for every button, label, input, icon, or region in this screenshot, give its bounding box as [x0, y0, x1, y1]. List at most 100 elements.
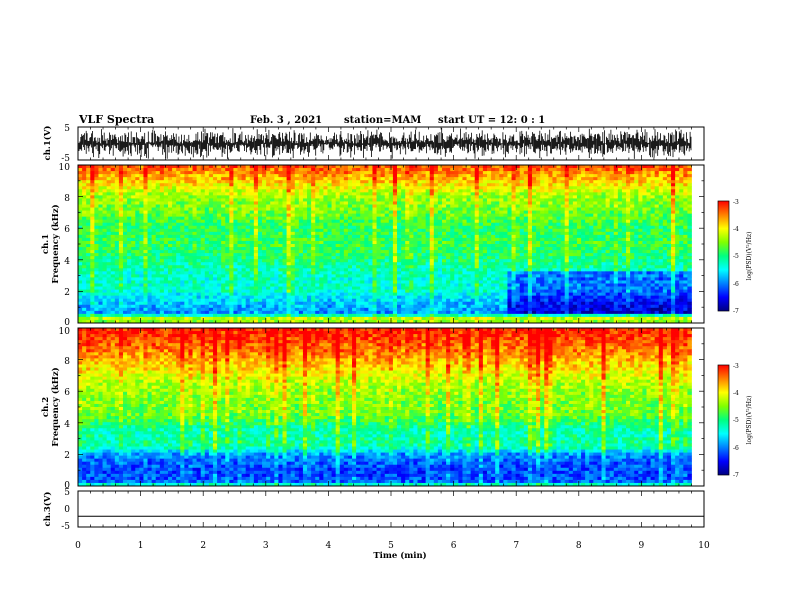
spectrogram-cell: [257, 171, 263, 175]
spectrogram-cell: [347, 189, 353, 193]
spectrogram-cell: [589, 225, 594, 230]
spectrogram-cell: [568, 222, 574, 227]
spectrogram-cell: [446, 247, 451, 251]
spectrogram-cell: [192, 250, 198, 254]
spectrogram-cell: [217, 244, 222, 248]
spectrogram-cell: [347, 216, 353, 221]
spectrogram-cell: [421, 192, 427, 196]
spectrogram-cell: [114, 183, 120, 187]
spectrogram-cell: [352, 183, 357, 187]
spectrogram-cell: [237, 259, 242, 263]
spectrogram-cell: [139, 213, 144, 218]
spectrogram-cell: [437, 180, 443, 184]
spectrogram-cell: [662, 253, 668, 257]
spectrogram-cell: [335, 244, 341, 248]
spectrogram-cell: [347, 250, 353, 254]
spectrogram-cell: [421, 195, 427, 199]
spectrogram-cell: [217, 207, 222, 211]
spectrogram-cell: [143, 192, 148, 196]
spectrogram-cell: [576, 231, 582, 236]
spectrogram-cell: [654, 240, 660, 245]
spectrogram-cell: [380, 222, 386, 227]
spectrogram-cell: [192, 244, 198, 248]
spectrogram-cell: [621, 219, 627, 224]
spectrogram-cell: [257, 216, 263, 221]
spectrogram-cell: [364, 210, 369, 215]
spectrogram-cell: [159, 168, 165, 172]
spectrogram-cell: [90, 216, 95, 221]
spectrogram-cell: [200, 174, 206, 178]
spectrogram-cell: [609, 231, 615, 236]
spectrogram-cell: [433, 198, 439, 202]
spectrogram-cell: [110, 250, 116, 254]
spectrogram-cell: [597, 253, 602, 257]
spectrogram-cell: [642, 231, 647, 236]
spectrogram-cell: [233, 183, 238, 187]
spectrogram-cell: [536, 183, 541, 187]
spectrogram-cell: [196, 222, 202, 227]
spectrogram-cell: [257, 204, 263, 208]
spectrogram-cell: [446, 250, 451, 254]
spectrogram-cell: [167, 259, 173, 263]
spectrogram-cell: [397, 201, 402, 205]
spectrogram-cell: [114, 250, 120, 254]
spectrogram-cell: [270, 259, 275, 263]
spectrogram-cell: [384, 250, 390, 254]
spectrogram-cell: [208, 198, 214, 202]
spectrogram-cell: [118, 183, 124, 187]
spectrogram-cell: [429, 213, 435, 218]
spectrogram-cell: [536, 207, 541, 211]
spectrogram-cell: [331, 222, 337, 227]
spectrogram-cell: [671, 237, 676, 242]
spectrogram-cell: [368, 262, 373, 266]
spectrogram-cell: [564, 213, 570, 218]
spectrogram-cell: [262, 192, 267, 196]
spectrogram-cell: [536, 210, 541, 215]
spectrogram-cell: [454, 189, 459, 193]
spectrogram-cell: [437, 165, 443, 169]
spectrogram-cell: [376, 207, 382, 211]
spectrogram-cell: [564, 207, 570, 211]
spectrogram-cell: [597, 259, 602, 263]
spectrogram-cell: [237, 165, 242, 169]
spectrogram-cell: [266, 186, 271, 190]
spectrogram-cell: [122, 225, 128, 230]
spectrogram-cell: [114, 244, 120, 248]
ch1-waveform-ylabel: ch.1(V): [42, 126, 53, 161]
spectrogram-cell: [155, 240, 161, 245]
spectrogram-cell: [646, 244, 651, 248]
spectrogram-cell: [331, 204, 337, 208]
spectrogram-cell: [372, 237, 377, 242]
spectrogram-cell: [413, 237, 418, 242]
spectrogram-cell: [159, 192, 165, 196]
spectrogram-cell: [257, 195, 263, 199]
spectrogram-cell: [446, 210, 451, 215]
spectrogram-cell: [556, 247, 561, 251]
spectrogram-cell: [122, 234, 128, 239]
spectrogram-cell: [442, 195, 447, 199]
spectrogram-cell: [609, 207, 615, 211]
spectrogram-cell: [617, 237, 623, 242]
spectrogram-cell: [503, 177, 508, 181]
spectrogram-cell: [327, 207, 332, 211]
spectrogram-cell: [687, 237, 692, 242]
spectrogram-cell: [417, 189, 422, 193]
spectrogram-cell: [511, 256, 517, 260]
spectrogram-cell: [131, 240, 136, 245]
spectrogram-cell: [462, 171, 467, 175]
spectrogram-cell: [331, 247, 337, 251]
spectrogram-cell: [180, 168, 185, 172]
spectrogram-cell: [372, 244, 377, 248]
spectrogram-cell: [327, 168, 332, 172]
spectrogram-cell: [200, 201, 206, 205]
spectrogram-cell: [466, 253, 472, 257]
spectrogram-cell: [196, 174, 202, 178]
spectrogram-cell: [372, 228, 377, 233]
spectrogram-cell: [454, 228, 459, 233]
spectrogram-cell: [311, 228, 316, 233]
spectrogram-cell: [241, 201, 247, 205]
spectrogram-cell: [405, 244, 410, 248]
spectrogram-cell: [262, 210, 267, 215]
spectrogram-cell: [118, 195, 124, 199]
spectrogram-cell: [131, 177, 136, 181]
